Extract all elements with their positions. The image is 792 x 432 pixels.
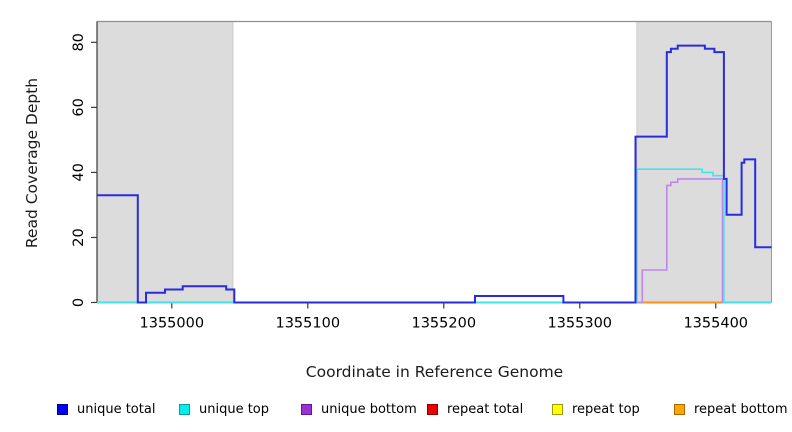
- legend-label: repeat bottom: [694, 401, 788, 417]
- series-line-unique-top: [97, 168, 772, 304]
- legend-item-unique-total: unique total: [57, 400, 155, 418]
- legend-label: unique bottom: [321, 401, 417, 417]
- legend-item-unique-bottom: unique bottom: [301, 400, 417, 418]
- series-line-unique-bottom: [97, 178, 772, 304]
- legend-swatch-icon: [552, 403, 563, 415]
- plot-legend: unique total unique top unique bottom repea…: [0, 400, 792, 422]
- y-axis-label: Read Coverage Depth: [23, 77, 41, 249]
- x-tick-label: 1355000: [140, 316, 205, 332]
- legend-swatch-icon: [179, 403, 190, 415]
- legend-item-unique-top: unique top: [179, 400, 269, 418]
- y-tick-label: 20: [71, 228, 87, 246]
- legend-item-repeat-bottom: repeat bottom: [674, 400, 788, 418]
- legend-swatch-icon: [57, 403, 68, 415]
- legend-swatch-icon: [301, 403, 312, 415]
- legend-label: unique top: [199, 401, 270, 417]
- y-tick-label: 80: [71, 33, 87, 51]
- legend-item-repeat-total: repeat total: [427, 400, 523, 418]
- series-line-unique-total: [97, 44, 772, 304]
- x-tick-label: 1355200: [411, 316, 476, 332]
- y-tick-label: 0: [71, 298, 87, 307]
- legend-label: unique total: [77, 401, 156, 417]
- legend-swatch-icon: [427, 403, 438, 415]
- x-tick-label: 1355100: [275, 316, 340, 332]
- x-tick-label: 1355400: [683, 316, 748, 332]
- y-tick-label: 60: [71, 98, 87, 116]
- legend-label: repeat total: [447, 401, 524, 417]
- legend-swatch-icon: [674, 403, 685, 415]
- shaded-region: [96, 21, 234, 303]
- x-tick-label: 1355300: [547, 316, 612, 332]
- x-axis-label: Coordinate in Reference Genome: [305, 363, 564, 381]
- legend-item-repeat-top: repeat top: [552, 400, 640, 418]
- y-tick-label: 40: [71, 163, 87, 181]
- legend-label: repeat top: [572, 401, 640, 417]
- shaded-region: [636, 21, 772, 303]
